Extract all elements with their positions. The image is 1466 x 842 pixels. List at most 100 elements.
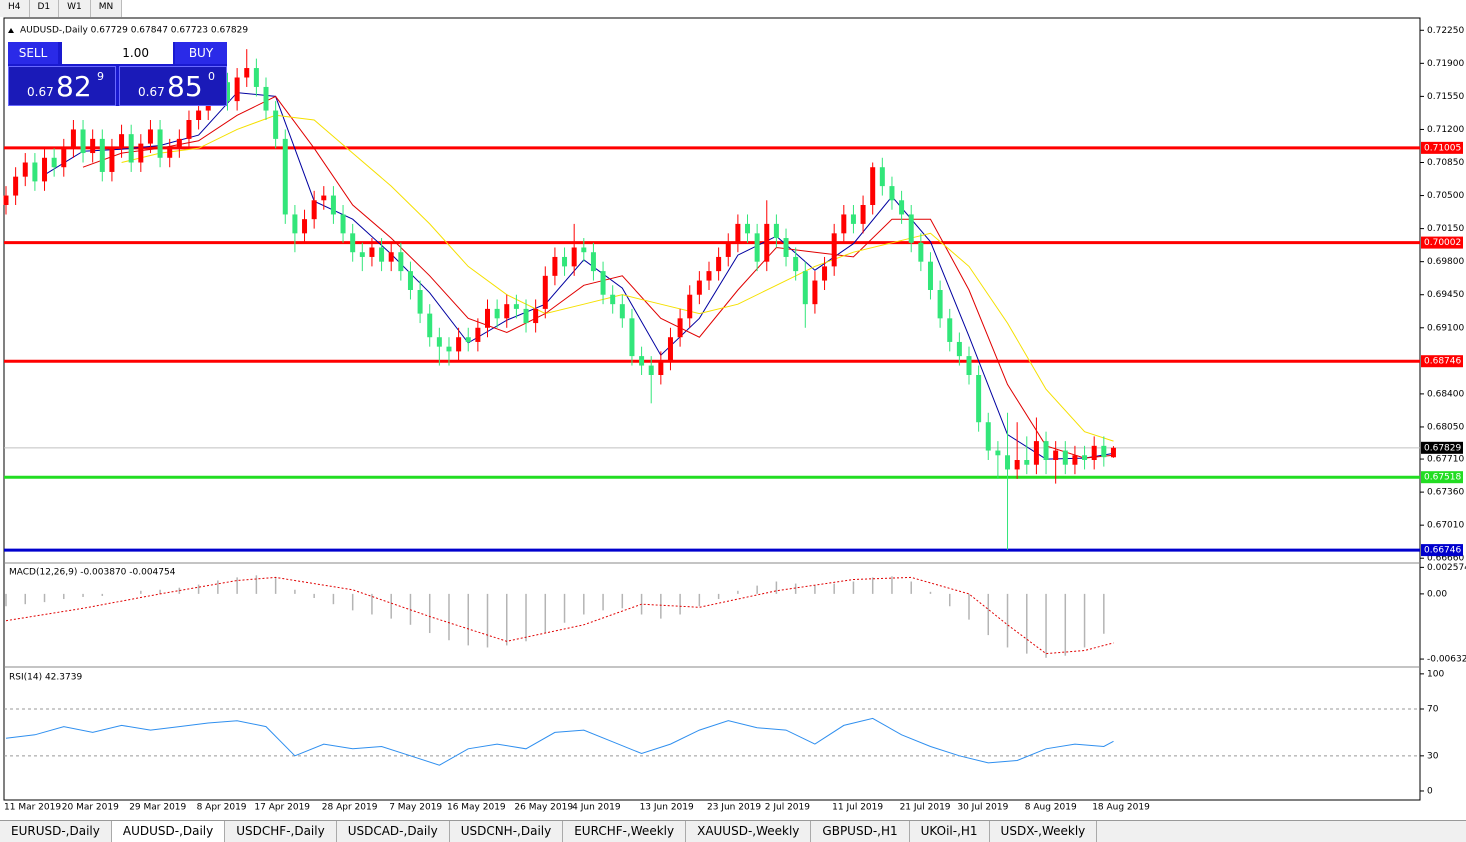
candle-body	[1101, 445, 1107, 458]
candle-body	[899, 200, 905, 215]
candle-body	[773, 223, 779, 239]
timeframe[interactable]: MN	[91, 0, 123, 17]
candle-body	[1043, 441, 1049, 460]
chart-frame	[3, 17, 1421, 801]
candle-body	[754, 233, 760, 262]
candle-body	[128, 134, 134, 163]
candle-body	[667, 337, 673, 361]
y-tick-label: -0.006326	[1427, 655, 1466, 665]
y-tick-label: 0.72250	[1427, 26, 1464, 36]
candle-body	[51, 157, 57, 168]
chart-tab[interactable]: USDCHF-,Daily	[225, 821, 337, 842]
chart-tab[interactable]: XAUUSD-,Weekly	[686, 821, 812, 842]
buy-price[interactable]: 0.67 85 0	[119, 66, 227, 106]
candle-body	[619, 304, 625, 319]
candle-body	[42, 157, 48, 182]
candle-body	[562, 256, 568, 267]
candle-body	[725, 242, 731, 257]
candle-body	[465, 337, 471, 342]
candle-body	[985, 422, 991, 451]
level-label: 0.66746	[1424, 546, 1461, 556]
price-pips: 85	[167, 70, 203, 103]
x-tick-label: 4 Jun 2019	[572, 803, 621, 813]
y-tick-label: 0.70150	[1427, 224, 1464, 234]
y-tick-label: 0.69450	[1427, 290, 1464, 300]
bid-label: 0.67829	[1424, 443, 1461, 453]
sell-button[interactable]: SELL	[8, 42, 58, 64]
candle-body	[745, 223, 751, 234]
level-label: 0.71005	[1424, 143, 1461, 153]
candle-body	[244, 68, 250, 78]
candle-body	[533, 308, 539, 324]
candle-body	[552, 256, 558, 276]
candle-body	[22, 162, 28, 177]
candle-body	[330, 195, 336, 215]
candle-body	[3, 195, 9, 205]
y-tick-label: 30	[1427, 751, 1439, 761]
price-pips: 82	[56, 70, 92, 103]
chart-tab[interactable]: AUDUSD-,Daily	[111, 821, 226, 842]
candle-body	[407, 271, 413, 290]
y-tick-label: 70	[1427, 704, 1439, 714]
x-tick-label: 7 May 2019	[389, 803, 442, 813]
x-tick-label: 21 Jul 2019	[900, 803, 951, 813]
candle-body	[167, 148, 173, 158]
chart-tab[interactable]: EURUSD-,Daily	[0, 821, 112, 842]
x-tick-label: 8 Aug 2019	[1025, 803, 1077, 813]
lot-input[interactable]: 1.00	[62, 42, 173, 64]
chart-tab[interactable]: USDCAD-,Daily	[337, 821, 450, 842]
candle-body	[966, 356, 972, 375]
y-tick-label: 0.71900	[1427, 59, 1464, 69]
x-tick-label: 13 Jun 2019	[640, 803, 694, 813]
candle-body	[436, 337, 442, 347]
x-tick-label: 18 Aug 2019	[1092, 803, 1150, 813]
timeframe[interactable]: H4	[0, 0, 30, 17]
candle-body	[735, 223, 741, 243]
candle-body	[398, 252, 404, 272]
candle-body	[590, 252, 596, 272]
candle-body	[485, 308, 490, 328]
candle-body	[90, 138, 96, 154]
candle-body	[176, 138, 182, 149]
y-tick-label: 0.002574	[1427, 563, 1466, 573]
level-label-box	[1421, 355, 1463, 368]
chart-tab[interactable]: GBPUSD-,H1	[811, 821, 910, 842]
candle-body	[446, 346, 452, 352]
candle-body	[475, 327, 481, 342]
candle-body	[706, 271, 712, 281]
chart-tab[interactable]: USDCNH-,Daily	[450, 821, 564, 842]
y-tick-label: 0.71200	[1427, 125, 1464, 135]
level-label-box	[1421, 141, 1463, 154]
one-click-trading: SELL 1.00 BUY 0.67 82 9 0.67 85 0	[8, 42, 227, 106]
sell-price[interactable]: 0.67 82 9	[8, 66, 116, 106]
timeframe[interactable]: D1	[30, 0, 60, 17]
candle-body	[764, 223, 770, 262]
candle-body	[186, 120, 192, 139]
candle-body	[456, 337, 462, 352]
indicator-line	[121, 114, 1114, 442]
candle-body	[70, 129, 76, 149]
candle-body	[889, 186, 895, 201]
price-prefix: 0.67	[27, 85, 54, 99]
chart-tab[interactable]: UKOil-,H1	[910, 821, 990, 842]
candle-body	[513, 304, 519, 309]
candle-body	[908, 214, 914, 243]
candle-body	[61, 148, 67, 168]
price-prefix: 0.67	[138, 85, 165, 99]
candle-body	[138, 143, 144, 163]
timeframe[interactable]: W1	[59, 0, 91, 17]
candle-body	[80, 129, 86, 154]
candle-body	[831, 233, 837, 267]
buy-button[interactable]: BUY	[175, 42, 227, 64]
level-label-box	[1421, 544, 1463, 557]
candle-body	[263, 86, 269, 111]
candle-body	[639, 356, 645, 366]
candle-body	[841, 214, 847, 234]
candle-body	[1053, 450, 1059, 460]
chart-tab[interactable]: EURCHF-,Weekly	[563, 821, 687, 842]
candle-body	[850, 214, 856, 224]
candle-body	[918, 242, 924, 262]
level-label-box	[1421, 236, 1463, 249]
collapse-icon[interactable]	[8, 28, 14, 33]
chart-tab[interactable]: USDX-,Weekly	[990, 821, 1098, 842]
